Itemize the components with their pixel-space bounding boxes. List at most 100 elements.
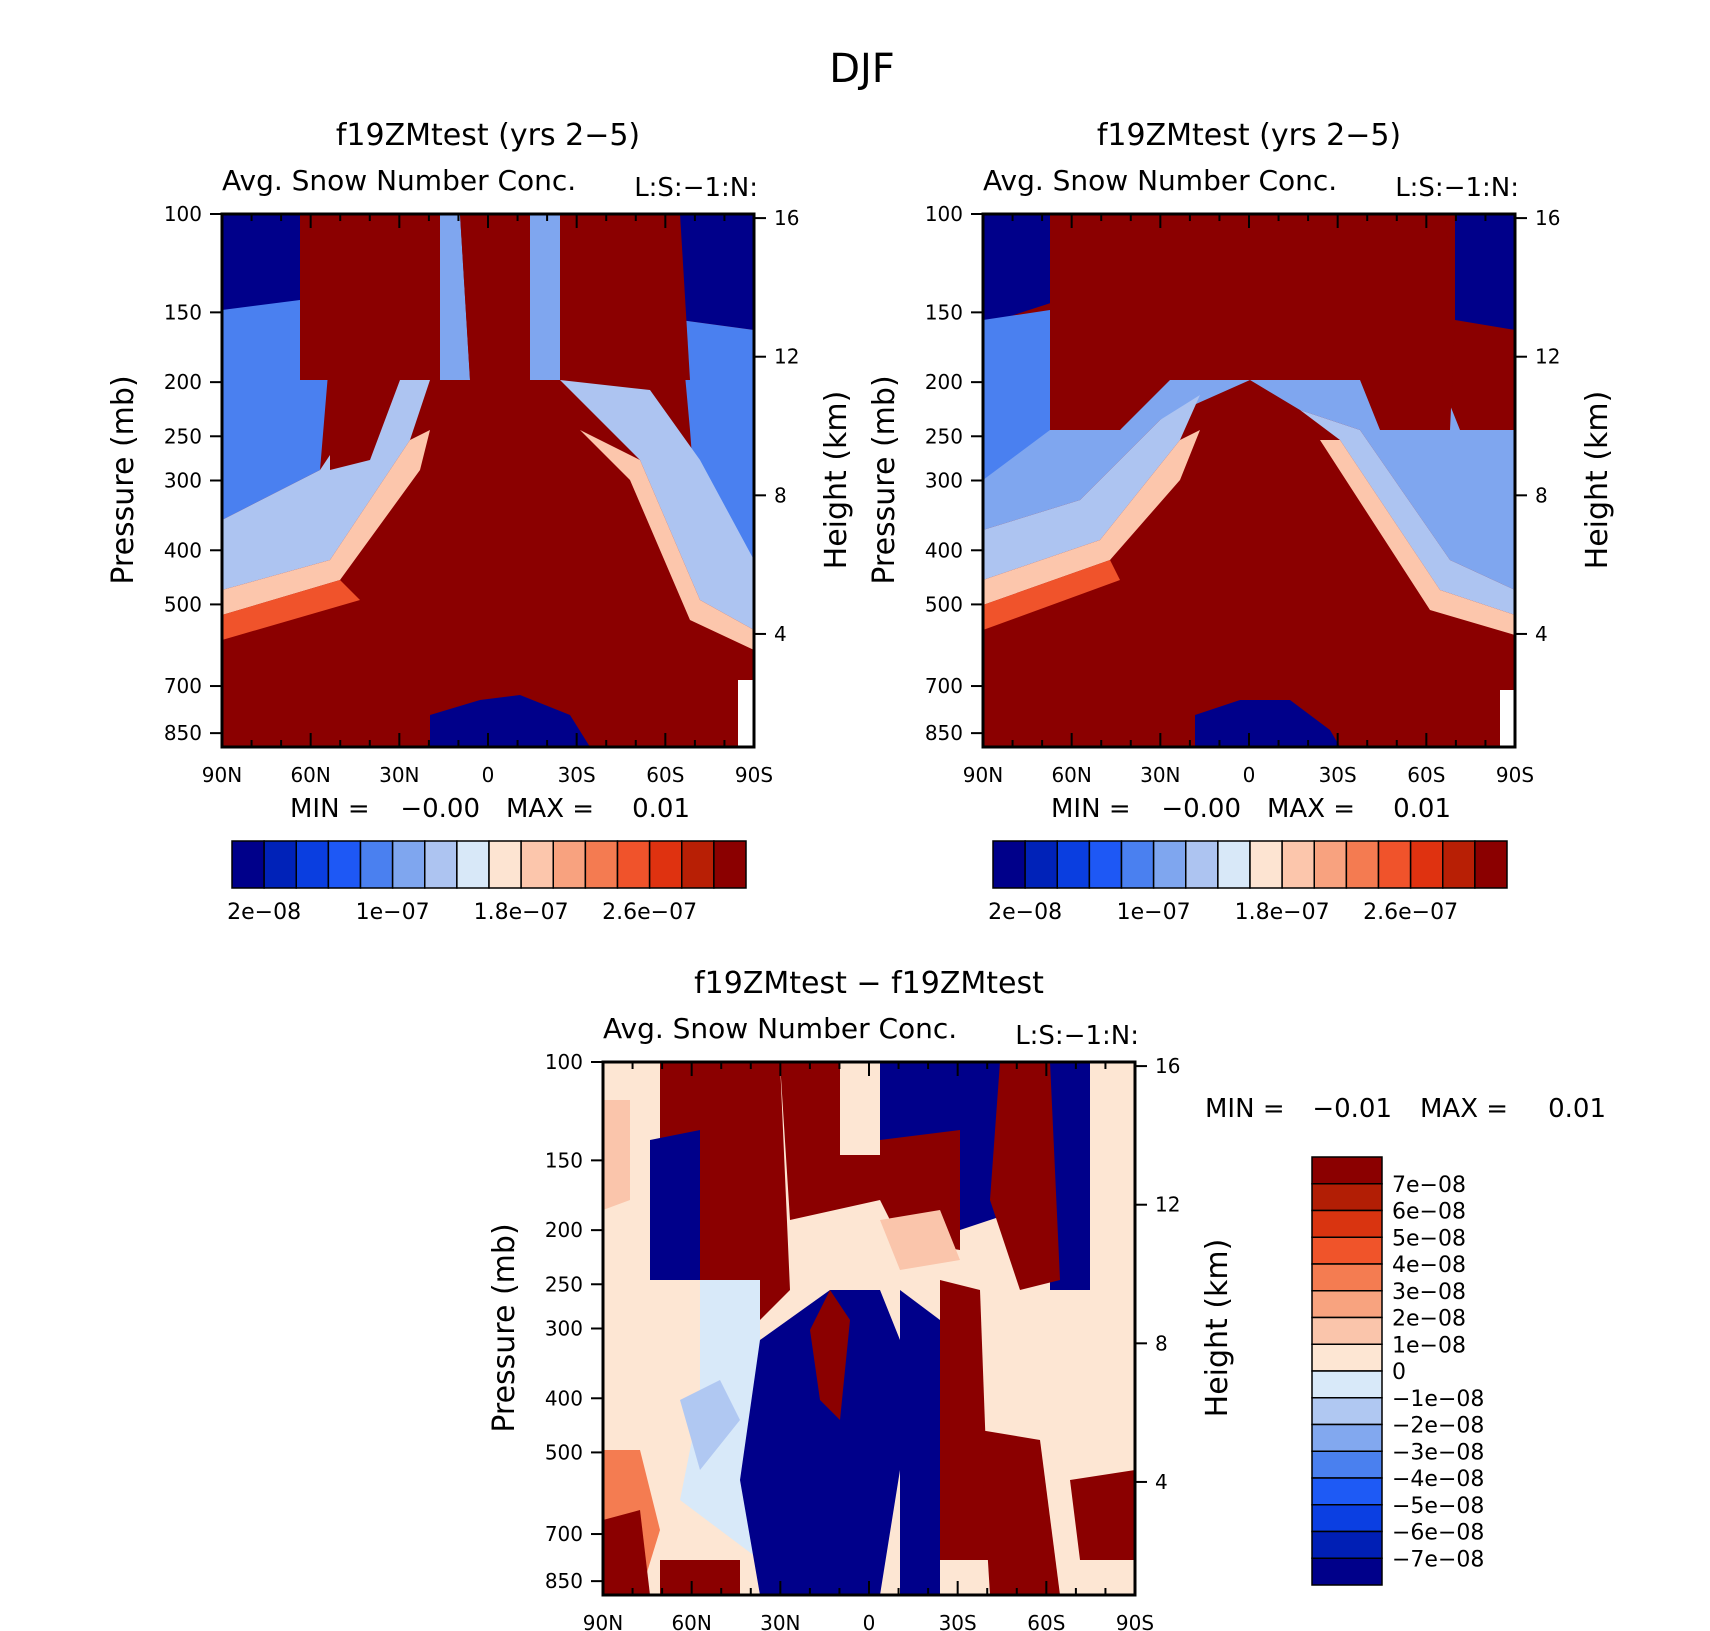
panel-2-subtitle: Avg. Snow Number Conc. xyxy=(983,164,1337,197)
panel-3-min-value: −0.01 xyxy=(1312,1094,1392,1124)
panel-3-contour-region xyxy=(650,1130,700,1280)
panel-3-colorbar-box xyxy=(1311,1370,1383,1399)
panel-3-min-label: MIN = xyxy=(1205,1094,1285,1124)
panel-2-y-tick-label: 700 xyxy=(925,674,963,698)
panel-2-colorbar-box xyxy=(1409,840,1444,889)
panel-2-y-tick-label: 850 xyxy=(925,721,963,745)
panel-1-y2-tick-label: 8 xyxy=(774,483,787,507)
panel-1-y-tick-label: 100 xyxy=(164,202,202,226)
panel-1-x-tick-label: 60N xyxy=(290,763,330,787)
panel-2-colorbar-box xyxy=(992,840,1026,889)
panel-3-y2-tick-label: 8 xyxy=(1155,1331,1168,1355)
panel-3-colorbar-label: 6e−08 xyxy=(1392,1200,1466,1225)
panel-2-x-tick-label: 90S xyxy=(1496,763,1534,787)
panel-1-min-value: −0.00 xyxy=(400,794,480,824)
panel-1-contour-region xyxy=(222,580,360,640)
panel-2-y-tick-label: 300 xyxy=(925,469,963,493)
panel-3-ylabel: Pressure (mb) xyxy=(487,1223,522,1432)
panel-1-x-tick-label: 0 xyxy=(482,763,495,787)
panel-3-colorbar-label: −2e−08 xyxy=(1392,1414,1484,1439)
panel-3-colorbar-label: 1e−08 xyxy=(1392,1333,1466,1358)
panel-3-x-tick-label: 60S xyxy=(1027,1611,1065,1631)
panel-1-contour-region xyxy=(580,430,754,650)
panel-2-contour-region xyxy=(983,310,1050,480)
panel-3-colorbar-label: 3e−08 xyxy=(1392,1280,1466,1305)
panel-3-contour-region xyxy=(1070,1470,1135,1560)
panel-2-contour-region xyxy=(1320,440,1515,635)
panel-3-colorbar-box xyxy=(1311,1236,1383,1265)
panel-2-y2-tick-label: 16 xyxy=(1535,206,1560,230)
panel-3-contour-region xyxy=(810,1290,850,1420)
panel-2-contour-region xyxy=(1250,380,1515,590)
panel-1-colorbar-box xyxy=(616,840,651,889)
panel-2-y2label: Height (km) xyxy=(1580,391,1615,570)
panel-3-max-value: 0.01 xyxy=(1548,1094,1606,1124)
panel-1-colorbar-box xyxy=(456,840,490,889)
panel-3: f19ZMtest − f19ZMtest Avg. Snow Number C… xyxy=(487,966,1606,1597)
panel-2-x-tick-label: 30S xyxy=(1319,763,1357,787)
panel-1-colorbar-box xyxy=(424,840,458,889)
panel-1-colorbar-box xyxy=(359,840,394,889)
panel-3-colorbar-label: −5e−08 xyxy=(1392,1494,1484,1519)
panel-3-colorbar-box xyxy=(1311,1290,1383,1319)
panel-1-corner-label: L:S:−1:N: xyxy=(634,173,758,203)
panel-3-contour-region xyxy=(980,1430,1060,1595)
panel-2-x-tick-label: 90N xyxy=(963,763,1003,787)
panel-3-y-tick-label: 400 xyxy=(545,1386,583,1410)
panel-1-y-tick-label: 700 xyxy=(164,674,202,698)
panel-1-y-tick-label: 150 xyxy=(164,300,202,324)
panel-1-max-value: 0.01 xyxy=(632,794,690,824)
panel-3-colorbar-label: 0 xyxy=(1392,1360,1406,1385)
panel-1-y-tick-label: 850 xyxy=(164,721,202,745)
panel-1-contour-region xyxy=(430,695,590,747)
panel-2-x-tick-label: 30N xyxy=(1140,763,1180,787)
panel-2-colorbar-box xyxy=(1088,840,1123,889)
panel-3-y2-tick-label: 16 xyxy=(1155,1054,1180,1078)
panel-3-colorbar-label: −6e−08 xyxy=(1392,1521,1484,1546)
panel-1-colorbar-box xyxy=(648,840,683,889)
panel-3-contour-region xyxy=(880,1062,960,1140)
panel-3-colorbar-label: 4e−08 xyxy=(1392,1253,1466,1278)
panel-3-x-tick-label: 30N xyxy=(760,1611,800,1631)
panel-3-y2-tick-label: 12 xyxy=(1155,1193,1180,1217)
panel-1-min-label: MIN = xyxy=(290,794,370,824)
panel-3-colorbar-box xyxy=(1311,1316,1383,1345)
panel-3-x-tick-label: 90N xyxy=(583,1611,623,1631)
panel-2-y-tick-label: 200 xyxy=(925,370,963,394)
panel-1-x-tick-label: 90N xyxy=(202,763,242,787)
panel-2-contour-region xyxy=(983,560,1120,630)
panel-1-contour-region xyxy=(680,214,754,330)
panel-2-colorbar-box xyxy=(1313,840,1348,889)
panel-3-y-tick-label: 100 xyxy=(545,1050,583,1074)
panel-1-y2-tick-label: 16 xyxy=(774,206,799,230)
panel-3-x-tick-label: 90S xyxy=(1116,1611,1154,1631)
panel-3-contour-region xyxy=(603,1510,650,1595)
panel-3-colorbar-label: −3e−08 xyxy=(1392,1440,1484,1465)
panel-1-colorbar-box xyxy=(263,840,297,889)
panel-3-y-tick-label: 250 xyxy=(545,1272,583,1296)
panel-3-y-tick-label: 200 xyxy=(545,1218,583,1242)
panel-2-contour-region xyxy=(1050,214,1455,430)
panel-2-colorbar-box xyxy=(1474,840,1508,889)
panel-3-y-tick-label: 700 xyxy=(545,1522,583,1546)
panel-1-colorbar-box xyxy=(681,840,715,889)
panel-2-x-tick-label: 0 xyxy=(1243,763,1256,787)
panel-2-contour-region xyxy=(983,430,1200,605)
panel-2-colorbar-box xyxy=(1345,840,1380,889)
panel-2-y2-tick-label: 12 xyxy=(1535,345,1560,369)
panel-3-colorbar-box xyxy=(1311,1183,1383,1212)
panel-1-title: f19ZMtest (yrs 2−5) xyxy=(336,118,640,153)
panel-3-contour-region xyxy=(660,1062,790,1330)
panel-2-colorbar-label: 1.8e−07 xyxy=(1235,900,1330,925)
panel-1-y2label: Height (km) xyxy=(819,391,854,570)
panel-3-x-tick-label: 60N xyxy=(671,1611,711,1631)
panel-1-colorbar-label: 2e−08 xyxy=(227,900,301,925)
panel-2-max-label: MAX = xyxy=(1267,794,1355,824)
panel-1-colorbar-box xyxy=(713,840,747,889)
panel-3-colorbar-label: 2e−08 xyxy=(1392,1307,1466,1332)
panel-3-colorbar-box xyxy=(1311,1530,1383,1559)
panel-3-colorbar-box xyxy=(1311,1397,1383,1426)
panel-3-contour-region xyxy=(740,1290,900,1595)
